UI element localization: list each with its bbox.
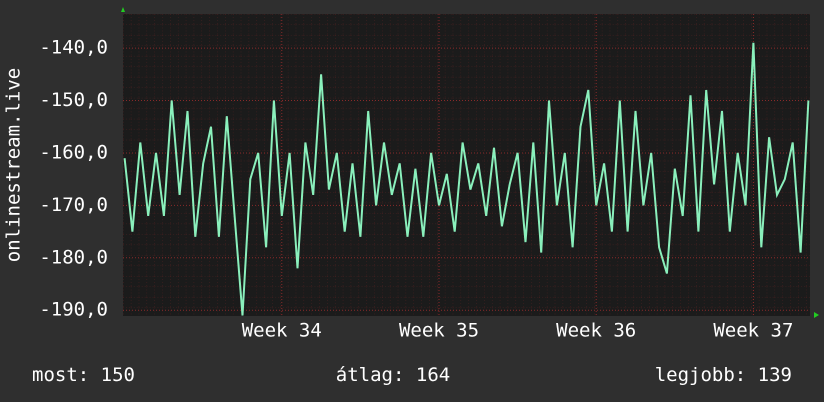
y-axis-label: onlinestream.live [3, 68, 25, 262]
x-tick-label: Week 37 [713, 320, 793, 342]
x-tick-label: Week 34 [242, 320, 322, 342]
axis-arrow [121, 7, 125, 12]
stat: átlag: 164 [336, 364, 450, 386]
y-tick-label: -160,0 [39, 141, 108, 163]
stat-label: legjobb: [655, 364, 747, 386]
y-tick-label: -170,0 [39, 194, 108, 216]
stat-value: 139 [758, 364, 792, 386]
stat-value: 150 [101, 364, 135, 386]
stat: most: 150 [32, 364, 135, 386]
stat-label: most: [32, 364, 89, 386]
stat-label: átlag: [336, 364, 405, 386]
x-tick-label: Week 36 [556, 320, 636, 342]
y-tick-label: -140,0 [39, 37, 108, 59]
y-tick-label: -190,0 [39, 299, 108, 321]
axis-arrow [814, 312, 819, 318]
y-tick-label: -150,0 [39, 89, 108, 111]
stat-value: 164 [416, 364, 450, 386]
stat: legjobb: 139 [655, 364, 792, 386]
x-tick-label: Week 35 [399, 320, 479, 342]
series-line [123, 42, 810, 316]
y-tick-label: -180,0 [39, 246, 108, 268]
plot-layer [123, 14, 810, 316]
